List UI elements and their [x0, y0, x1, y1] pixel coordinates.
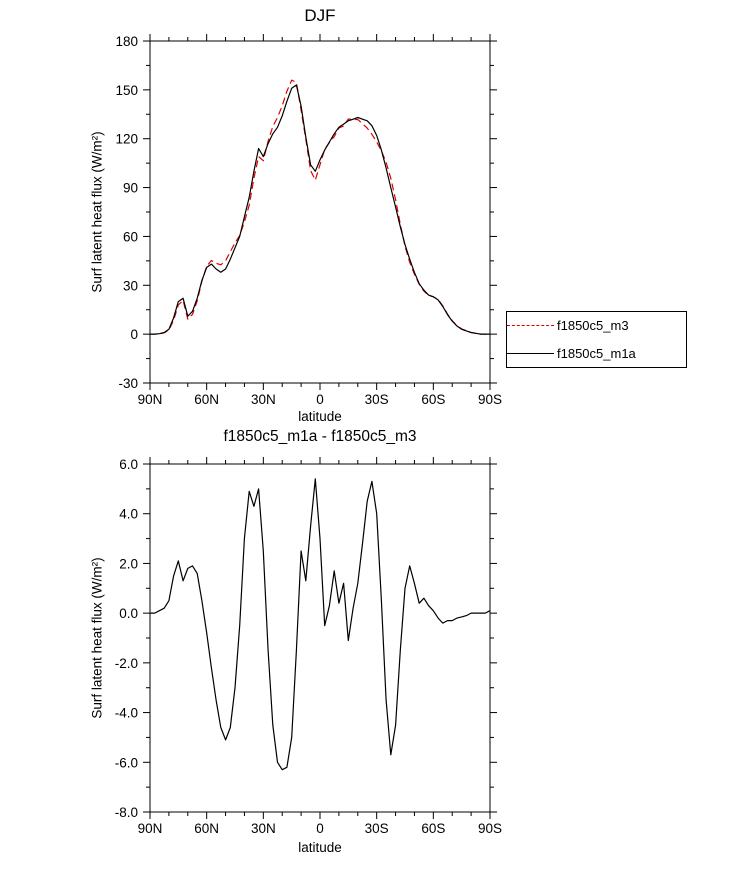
- plot-frame: [149, 40, 491, 384]
- x-tick-label: 30N: [251, 392, 276, 407]
- x-tick-label: 30N: [251, 821, 276, 836]
- series-line-f1850c5_m3: [150, 79, 491, 335]
- x-tick-label: 90S: [478, 821, 502, 836]
- series-line-f1850c5_m1a: [150, 84, 490, 335]
- y-tick-label: -30: [118, 376, 138, 391]
- plot-frame: [149, 463, 491, 813]
- y-tick-label: -8.0: [115, 805, 138, 820]
- y-tick-label: 2.0: [119, 556, 138, 571]
- y-tick-label: 30: [123, 278, 138, 293]
- y-tick-label: -2.0: [115, 656, 138, 671]
- y-tick-label: 90: [123, 181, 138, 196]
- black-solid-line-sample: [507, 352, 554, 354]
- y-tick-label: 60: [123, 229, 138, 244]
- y-tick-label: -6.0: [115, 755, 138, 770]
- bottom-y-axis-title: Surf latent heat flux (W/m²): [89, 557, 105, 719]
- y-tick-label: 6.0: [119, 457, 138, 472]
- y-tick-label: 180: [115, 34, 138, 49]
- y-tick-label: -4.0: [115, 706, 138, 721]
- legend-item-f1850c5_m1a: f1850c5_m1a: [507, 340, 686, 366]
- y-tick-label: 0.0: [119, 606, 138, 621]
- x-tick-label: 90N: [138, 392, 163, 407]
- x-tick-label: 0: [316, 392, 324, 407]
- x-tick-label: 90N: [138, 821, 163, 836]
- x-tick-label: 30S: [365, 392, 389, 407]
- legend-label-f1850c5_m3: f1850c5_m3: [557, 318, 629, 334]
- legend-label-f1850c5_m1a: f1850c5_m1a: [557, 345, 636, 361]
- top-chart-title: DJF: [304, 6, 336, 25]
- y-tick-label: 4.0: [119, 507, 138, 522]
- x-tick-label: 0: [316, 821, 324, 836]
- y-tick-label: 0: [130, 327, 138, 342]
- x-tick-label: 90S: [478, 392, 502, 407]
- x-tick-label: 60S: [421, 821, 445, 836]
- legend: f1850c5_m3 f1850c5_m1a: [506, 311, 687, 368]
- bottom-chart-title: f1850c5_m1a - f1850c5_m3: [223, 428, 417, 445]
- x-tick-label: 30S: [365, 821, 389, 836]
- legend-item-f1850c5_m3: f1850c5_m3: [507, 313, 686, 339]
- bottom-x-axis-title: latitude: [298, 840, 342, 855]
- y-tick-label: 150: [115, 83, 138, 98]
- top-x-axis-title: latitude: [298, 409, 342, 424]
- x-tick-label: 60N: [194, 392, 219, 407]
- top-y-axis-title: Surf latent heat flux (W/m²): [89, 131, 105, 293]
- y-tick-label: 120: [115, 132, 138, 147]
- x-tick-label: 60S: [421, 392, 445, 407]
- x-tick-label: 60N: [194, 821, 219, 836]
- series-line-f1850c5_m1a - f1850c5_m3: [150, 478, 491, 771]
- red-dashed-line-sample: [507, 325, 554, 327]
